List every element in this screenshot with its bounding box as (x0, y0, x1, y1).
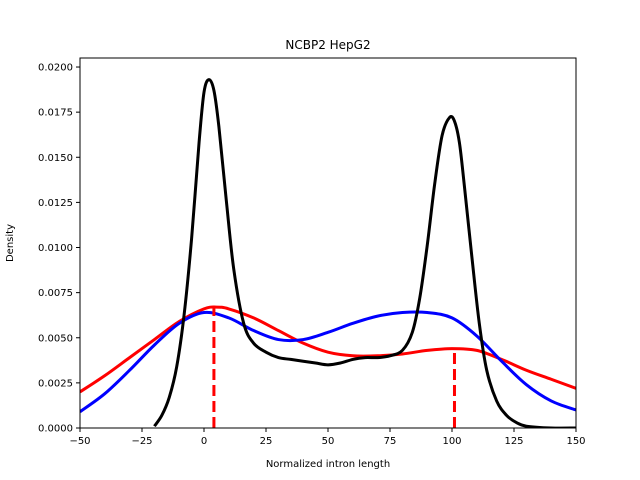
x-tick-label: 150 (566, 436, 585, 447)
x-tick-label: 125 (504, 436, 523, 447)
x-tick-label: −50 (69, 436, 90, 447)
y-tick-label: 0.0100 (38, 243, 73, 254)
y-tick-label: 0.0200 (38, 63, 73, 74)
plot-area (80, 78, 576, 428)
y-tick-label: 0.0150 (38, 153, 73, 164)
density-line-3 (153, 78, 576, 428)
reference-lines (212, 307, 456, 428)
chart-title: NCBP2 HepG2 (285, 38, 370, 52)
x-tick-label: 50 (322, 436, 335, 447)
density-line-2 (80, 310, 576, 413)
y-tick-label: 0.0050 (38, 333, 73, 344)
y-axis: 0.0000 0.0025 0.0050 0.0075 0.0100 0.0125 0.01… (38, 63, 80, 435)
y-tick-label: 0.0025 (38, 378, 73, 389)
y-tick-label: 0.0075 (38, 288, 73, 299)
x-tick-label: 25 (260, 436, 273, 447)
x-axis-label: Normalized intron length (266, 459, 390, 470)
x-tick-label: 0 (201, 436, 207, 447)
x-tick-label: 75 (384, 436, 397, 447)
y-tick-label: 0.0000 (38, 424, 73, 435)
y-axis-label: Density (5, 224, 16, 262)
x-axis: −50 −25 0 25 50 75 100 125 150 (69, 428, 586, 447)
y-tick-label: 0.0125 (38, 198, 73, 209)
density-line-1 (80, 305, 576, 394)
y-tick-label: 0.0175 (38, 108, 73, 119)
x-tick-label: −25 (131, 436, 152, 447)
x-tick-label: 100 (442, 436, 461, 447)
